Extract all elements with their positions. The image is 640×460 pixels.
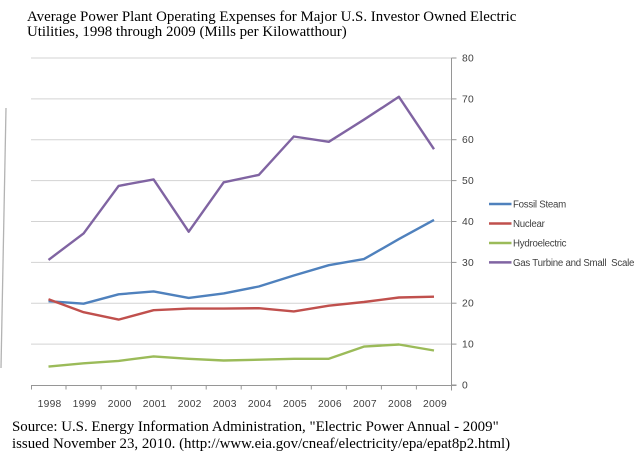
svg-text:80: 80 xyxy=(462,54,474,65)
svg-text:2009: 2009 xyxy=(423,399,447,410)
svg-text:Gas Turbine and Small Scale: Gas Turbine and Small Scale xyxy=(513,258,634,269)
svg-text:2007: 2007 xyxy=(353,399,377,410)
svg-text:2000: 2000 xyxy=(108,399,132,410)
svg-text:40: 40 xyxy=(462,217,474,228)
svg-text:2001: 2001 xyxy=(143,399,167,410)
svg-text:2008: 2008 xyxy=(388,399,412,410)
svg-text:1999: 1999 xyxy=(73,399,97,410)
svg-text:2002: 2002 xyxy=(178,399,202,410)
svg-text:Hydroelectric: Hydroelectric xyxy=(513,239,567,250)
svg-text:10: 10 xyxy=(462,340,474,351)
svg-text:Fossil Steam: Fossil Steam xyxy=(513,200,566,211)
svg-text:50: 50 xyxy=(462,176,474,187)
svg-text:30: 30 xyxy=(462,258,474,269)
svg-text:1998: 1998 xyxy=(38,399,62,410)
svg-text:2005: 2005 xyxy=(283,399,307,410)
svg-text:2004: 2004 xyxy=(248,399,272,410)
svg-text:60: 60 xyxy=(462,135,474,146)
svg-text:0: 0 xyxy=(462,381,468,392)
svg-text:Nuclear: Nuclear xyxy=(513,219,546,230)
svg-text:2003: 2003 xyxy=(213,399,237,410)
svg-text:20: 20 xyxy=(462,299,474,310)
svg-text:70: 70 xyxy=(462,94,474,105)
svg-text:2006: 2006 xyxy=(318,399,342,410)
